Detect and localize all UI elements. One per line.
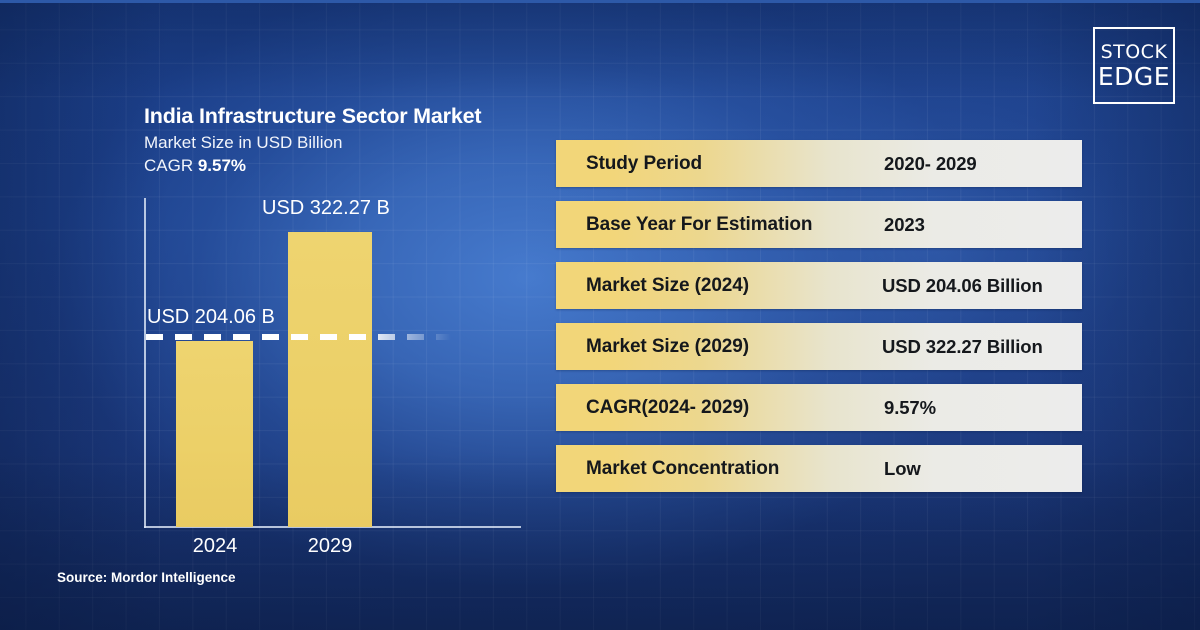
x-axis-line xyxy=(144,526,521,528)
bar-chart: USD 204.06 B USD 322.27 B 2024 2029 Sour… xyxy=(0,0,560,630)
x-tick-2029: 2029 xyxy=(307,535,353,557)
row-label: Market Size (2029) xyxy=(586,335,749,357)
bar-label-2029: USD 322.27 B xyxy=(262,197,390,219)
cagr-value: 9.57% xyxy=(197,156,247,175)
x-tick-2024: 2024 xyxy=(192,535,238,557)
stockedge-logo: STOCK EDGE xyxy=(1093,27,1175,104)
table-row: Market Concentration Low xyxy=(556,445,1082,492)
top-accent-strip xyxy=(0,0,1200,3)
bar-2029 xyxy=(288,232,372,527)
row-value: 9.57% xyxy=(884,396,936,418)
source-attribution: Source: Mordor Intelligence xyxy=(57,570,236,585)
y-axis-line xyxy=(144,198,146,528)
row-value: Low xyxy=(884,457,921,479)
row-label: Market Size (2024) xyxy=(586,274,749,296)
cagr-label: CAGR xyxy=(144,156,198,175)
row-label: Study Period xyxy=(586,152,702,174)
table-row: Base Year For Estimation 2023 xyxy=(556,201,1082,248)
table-row: Market Size (2024) USD 204.06 Billion xyxy=(556,262,1082,309)
cagr-summary: CAGR 9.57% xyxy=(144,156,246,176)
row-value: USD 322.27 Billion xyxy=(882,335,1043,357)
row-value: 2020- 2029 xyxy=(884,152,977,174)
row-label: Base Year For Estimation xyxy=(586,213,813,235)
row-value: USD 204.06 Billion xyxy=(882,274,1043,296)
page-subtitle: Market Size in USD Billion xyxy=(144,133,343,152)
reference-dashed-line xyxy=(146,333,451,340)
market-summary-table: Study Period 2020- 2029 Base Year For Es… xyxy=(556,140,1082,506)
table-row: Market Size (2029) USD 322.27 Billion xyxy=(556,323,1082,370)
bar-2024 xyxy=(176,340,253,527)
logo-text-stock: STOCK xyxy=(1100,40,1168,63)
row-value: 2023 xyxy=(884,213,925,235)
page-title: India Infrastructure Sector Market xyxy=(144,104,482,128)
logo-text-edge: EDGE xyxy=(1097,61,1171,91)
row-label: CAGR(2024- 2029) xyxy=(586,396,750,418)
table-row: CAGR(2024- 2029) 9.57% xyxy=(556,384,1082,431)
bar-label-2024: USD 204.06 B xyxy=(147,306,275,328)
row-label: Market Concentration xyxy=(586,457,780,479)
table-row: Study Period 2020- 2029 xyxy=(556,140,1082,187)
